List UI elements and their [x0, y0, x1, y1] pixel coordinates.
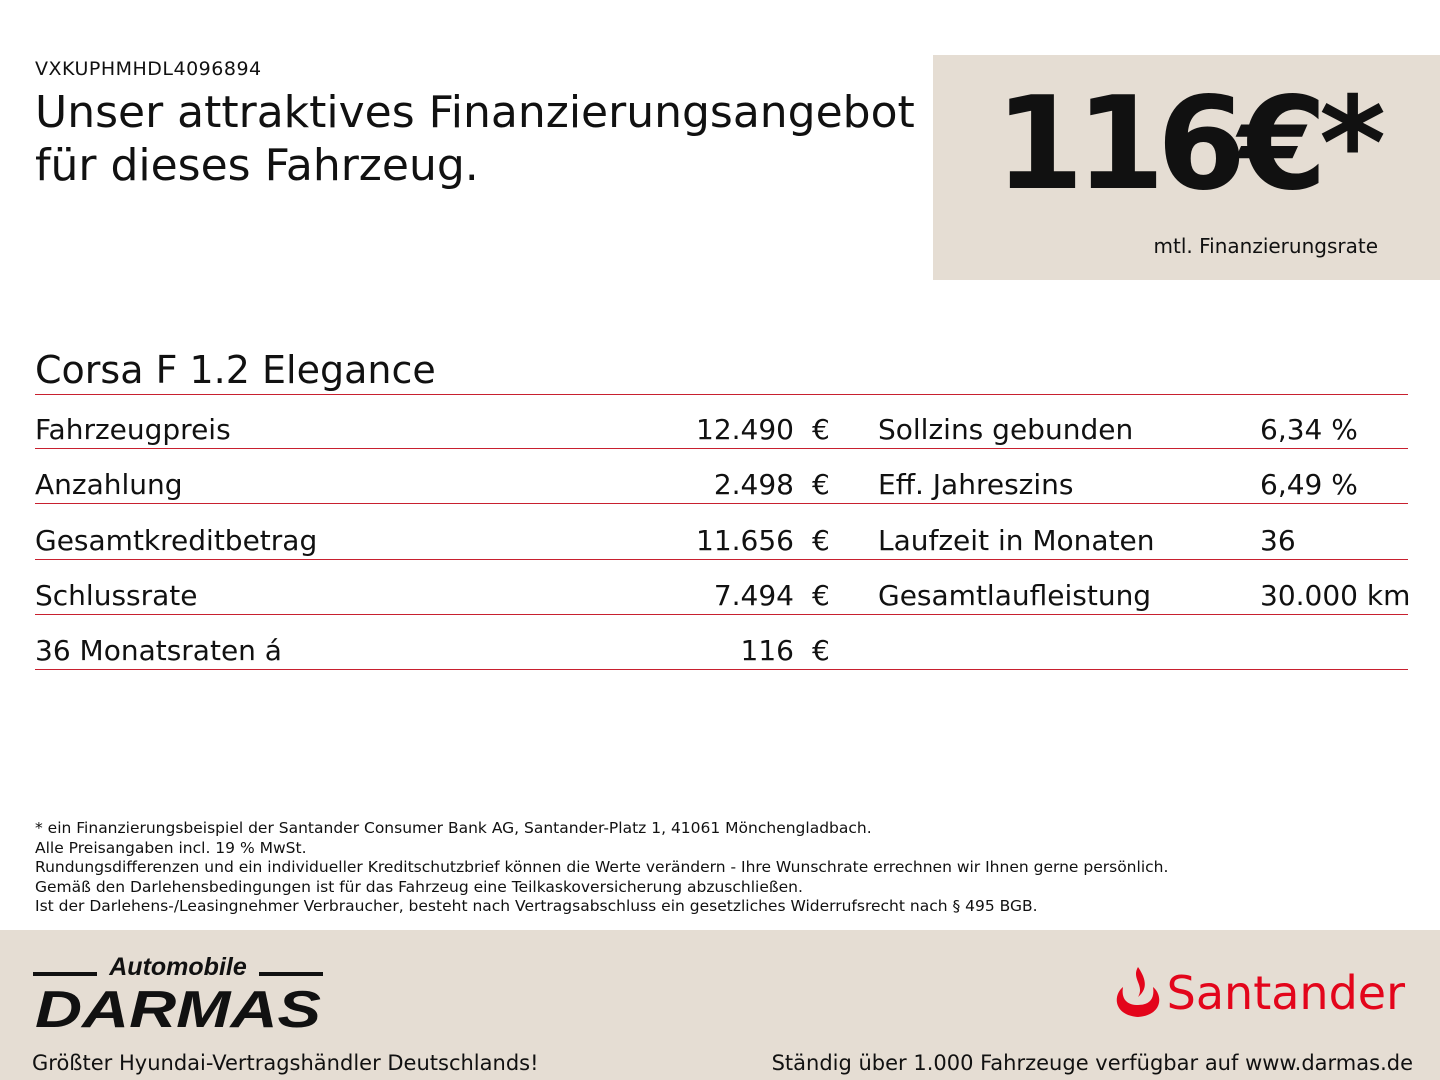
- footnote-line: Gemäß den Darlehensbedingungen ist für d…: [35, 877, 803, 896]
- row-label: Sollzins gebunden: [878, 413, 1134, 446]
- rate-box: 116€* mtl. Finanzierungsrate: [933, 55, 1440, 280]
- row-value: 30.000 km: [1260, 578, 1411, 612]
- row-label: Gesamtkreditbetrag: [35, 523, 318, 557]
- row-divider: [35, 559, 1408, 560]
- row-label: Eff. Jahreszins: [878, 468, 1074, 502]
- model-title: Corsa F 1.2 Elegance: [35, 348, 436, 392]
- tagline-left: Größter Hyundai-Vertragshändler Deutschl…: [32, 1051, 539, 1075]
- row-unit: €: [812, 523, 830, 557]
- monthly-rate: 116€*: [994, 70, 1386, 219]
- row-unit: €: [812, 634, 830, 668]
- tagline-right: Ständig über 1.000 Fahrzeuge verfügbar a…: [771, 1051, 1413, 1075]
- row-unit: €: [812, 468, 830, 502]
- darmas-logo-top: Automobile: [108, 953, 247, 981]
- santander-logo: Santander: [1109, 965, 1405, 1021]
- row-value: 7.494: [713, 578, 794, 612]
- footer-band: Automobile DARMAS Santander Größter Hyun…: [0, 930, 1440, 1080]
- row-divider: [35, 614, 1408, 615]
- footnote-line: * ein Finanzierungsbeispiel der Santande…: [35, 819, 872, 837]
- row-label: Anzahlung: [35, 468, 183, 502]
- footnote-line: Alle Preisangaben incl. 19 % MwSt.: [35, 838, 307, 857]
- darmas-logo: Automobile DARMAS: [33, 952, 323, 1039]
- row-label: Fahrzeugpreis: [35, 413, 231, 446]
- darmas-logo-main: DARMAS: [35, 981, 321, 1032]
- row-value: 12.490: [696, 413, 794, 446]
- row-value: 6,34 %: [1260, 413, 1358, 446]
- row-divider: [35, 503, 1408, 504]
- row-value: 6,49 %: [1260, 468, 1358, 502]
- row-value: 11.656: [696, 523, 794, 557]
- row-divider: [35, 448, 1408, 449]
- footnote-line: Rundungsdifferenzen und ein individuelle…: [35, 858, 1169, 876]
- monthly-rate-label: mtl. Finanzierungsrate: [1153, 234, 1378, 258]
- row-divider: [35, 669, 1408, 670]
- row-value: 36: [1260, 523, 1296, 557]
- row-label: Schlussrate: [35, 578, 198, 612]
- flame-icon: [1116, 967, 1159, 1017]
- vin: VXKUPHMHDL4096894: [35, 58, 262, 80]
- row-label: Gesamtlaufleistung: [878, 578, 1152, 612]
- headline: Unser attraktives Finanzierungsangebot f…: [35, 87, 915, 191]
- footnotes: * ein Finanzierungsbeispiel der Santande…: [35, 819, 1168, 917]
- footnote-line: Ist der Darlehens-/Leasingnehmer Verbrau…: [35, 897, 1038, 915]
- divider: [35, 394, 1408, 395]
- row-unit: €: [812, 578, 830, 612]
- row-label: 36 Monatsraten á: [35, 634, 282, 668]
- row-label: Laufzeit in Monaten: [878, 523, 1155, 557]
- santander-wordmark: Santander: [1166, 966, 1405, 1020]
- row-unit: €: [812, 413, 830, 446]
- row-value: 116: [740, 634, 794, 668]
- row-value: 2.498: [713, 468, 794, 502]
